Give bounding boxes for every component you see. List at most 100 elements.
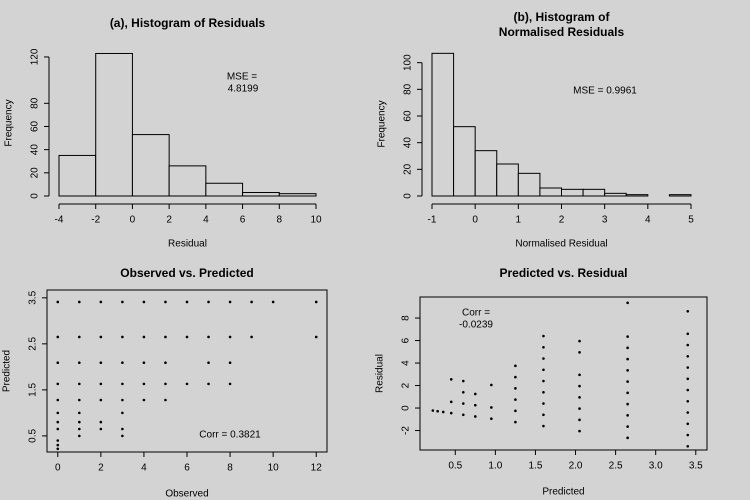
point: [185, 382, 189, 386]
point: [56, 300, 60, 304]
chart-title: (a), Histogram of Residuals: [110, 16, 266, 30]
bar: [668, 194, 692, 197]
point: [686, 444, 690, 448]
y-tick-label: 20: [403, 163, 414, 175]
x-tick-label: 3.5: [689, 461, 703, 472]
point: [461, 390, 465, 394]
point: [228, 361, 232, 365]
point: [207, 335, 210, 339]
x-tick-label: 4: [141, 463, 147, 474]
annotation: MSE = 0.9961: [573, 86, 637, 97]
point: [207, 361, 210, 365]
point: [542, 413, 545, 417]
x-tick-label: 2.0: [569, 461, 583, 472]
point: [686, 309, 690, 313]
point: [142, 335, 146, 339]
bar: [582, 188, 606, 197]
point: [626, 346, 629, 350]
x-tick-label: 2: [166, 215, 172, 226]
x-tick-label: 3.0: [649, 461, 663, 472]
bar: [58, 154, 97, 197]
point: [164, 382, 167, 386]
point: [542, 357, 545, 360]
point: [250, 335, 253, 339]
point: [121, 398, 124, 402]
point: [514, 398, 517, 401]
point: [78, 398, 81, 402]
point: [314, 335, 318, 339]
x-tick-label: 4: [203, 215, 209, 226]
point: [686, 377, 690, 381]
point: [121, 427, 124, 431]
point: [542, 390, 545, 394]
bar: [625, 194, 649, 197]
x-tick-label: 2: [98, 463, 104, 474]
point: [626, 436, 629, 440]
point: [542, 368, 545, 372]
point: [164, 398, 167, 402]
y-tick-label: 20: [30, 167, 41, 179]
x-tick-label: 5: [688, 215, 694, 226]
x-tick-label: 0: [55, 463, 61, 474]
point: [228, 335, 232, 339]
y-axis-title: Frequency: [4, 99, 15, 146]
x-axis-title: Residual: [168, 239, 207, 250]
point: [578, 339, 581, 343]
point: [142, 382, 146, 386]
point: [578, 418, 581, 422]
y-tick-label: -2: [401, 426, 412, 435]
y-tick-label: 0: [403, 193, 414, 199]
point: [164, 361, 167, 365]
y-tick-label: 0: [30, 193, 41, 199]
plot-box: [46, 289, 328, 453]
point: [490, 417, 493, 421]
point: [121, 361, 124, 365]
point: [121, 335, 124, 339]
point: [514, 375, 517, 379]
point: [56, 420, 60, 424]
point: [686, 422, 690, 426]
point: [626, 369, 629, 372]
point: [99, 300, 103, 304]
chart-title: Observed vs. Predicted: [120, 266, 253, 280]
y-tick-label: 40: [403, 137, 414, 149]
y-tick-label: 0.5: [28, 429, 39, 443]
point: [142, 398, 146, 402]
point: [686, 388, 690, 392]
point: [449, 400, 453, 404]
point: [490, 406, 493, 409]
point: [578, 373, 581, 377]
point: [449, 411, 453, 415]
x-tick-label: 2.5: [609, 461, 623, 472]
y-tick-label: 6: [401, 337, 412, 343]
point: [542, 402, 545, 405]
x-tick-label: 0.5: [448, 461, 462, 472]
point: [78, 335, 81, 339]
point: [99, 427, 103, 431]
x-axis-title: Predicted: [542, 487, 584, 498]
point: [314, 300, 318, 304]
x-axis-title: Observed: [165, 489, 208, 500]
point: [626, 357, 629, 361]
point: [542, 379, 545, 383]
point: [441, 410, 445, 414]
y-tick-label: 80: [403, 83, 414, 95]
bar: [453, 126, 476, 197]
x-tick-label: 10: [268, 463, 280, 474]
point: [121, 411, 124, 415]
x-tick-label: 8: [227, 463, 233, 474]
y-tick-label: 40: [30, 144, 41, 156]
point: [56, 447, 60, 451]
y-tick-label: 2: [401, 382, 412, 388]
y-tick-label: 3.5: [28, 290, 39, 304]
x-tick-label: -4: [55, 215, 64, 226]
point: [474, 392, 477, 396]
point: [686, 399, 690, 403]
point: [461, 402, 465, 405]
x-tick-label: 0: [472, 215, 478, 226]
point: [474, 403, 477, 407]
bar: [517, 172, 541, 197]
point: [686, 332, 690, 336]
y-tick-label: 100: [403, 54, 414, 71]
point: [514, 409, 517, 413]
